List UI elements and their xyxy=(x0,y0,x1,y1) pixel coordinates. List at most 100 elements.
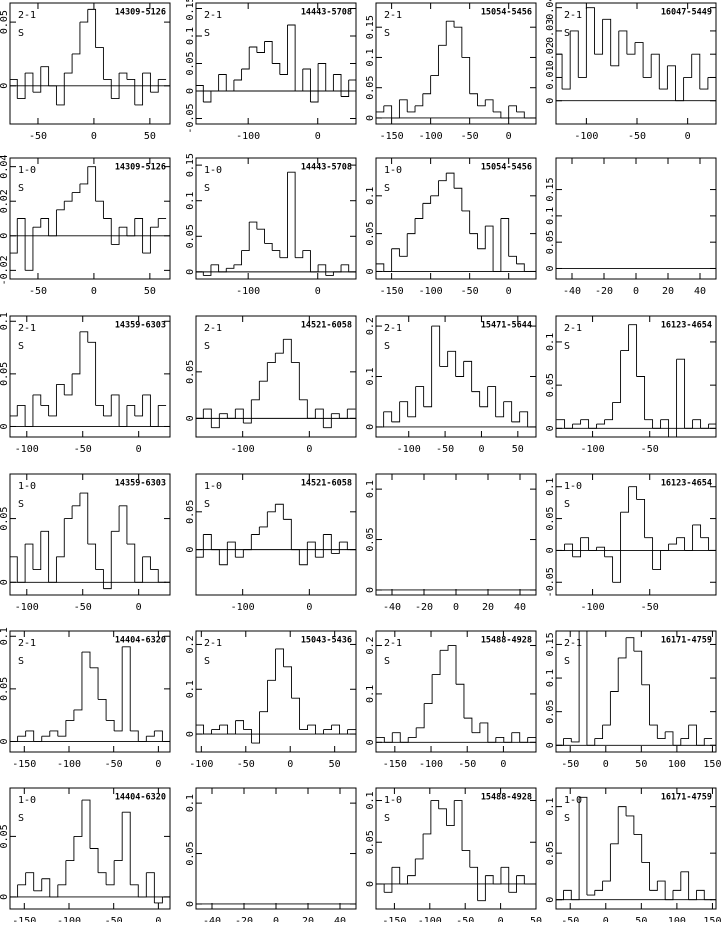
plot-frame xyxy=(195,157,357,280)
y-tick-label: 0.05 xyxy=(185,841,196,865)
x-tick-label: -50 xyxy=(641,444,659,455)
spectrum-step xyxy=(588,424,598,429)
spectrum-step xyxy=(416,703,425,729)
spectrum-step xyxy=(48,209,57,237)
x-tick-label: -150 xyxy=(12,759,36,770)
transition-label: 2-1 xyxy=(204,10,222,21)
spectrum-panel: -100 0 0 0.05 14521-6058 2-1 S xyxy=(185,315,357,455)
spectrum-step xyxy=(111,394,120,427)
y-tick-label: 0 xyxy=(0,423,10,429)
y-tick-label: 0.1 xyxy=(185,27,196,45)
x-tick-label: 0 xyxy=(506,131,512,142)
spectrum-step xyxy=(103,394,112,417)
x-tick-label: -100 xyxy=(236,286,260,297)
spectrum-step xyxy=(376,263,385,272)
spectrum-step xyxy=(633,650,643,685)
spectrum-step xyxy=(196,534,204,558)
spectrum-step xyxy=(415,203,424,219)
spectrum-step xyxy=(210,74,220,92)
transition-label: 2-1 xyxy=(384,638,402,649)
source-name: 16123-4654 xyxy=(661,479,712,489)
source-name: 14443-5708 xyxy=(301,8,352,18)
spectrum-step xyxy=(383,411,393,422)
spectrum-step xyxy=(150,79,159,93)
spectrum-step xyxy=(399,233,408,257)
spectrum-step xyxy=(41,730,51,737)
spectrum-step xyxy=(249,221,258,230)
spectrum-step xyxy=(407,218,416,235)
spectrum-step xyxy=(652,419,662,429)
spectrum-step xyxy=(469,866,479,901)
spectrum-step xyxy=(579,796,588,896)
spectrum-step xyxy=(196,85,204,102)
spectrum-step xyxy=(79,166,89,185)
spectrum-step xyxy=(57,720,67,737)
spectrum-step xyxy=(668,537,678,545)
spectrum-step xyxy=(203,729,213,735)
spectrum-step xyxy=(275,339,284,354)
plot-area xyxy=(10,492,170,590)
x-tick-label: 0 xyxy=(315,131,321,142)
spectrum-step xyxy=(287,171,296,258)
spectrum-step xyxy=(283,518,292,550)
spectrum-step xyxy=(49,730,59,737)
spectrum-step xyxy=(508,875,517,893)
spectrum-step xyxy=(10,884,19,898)
x-tick-label: -100 xyxy=(231,444,255,455)
source-name: 15054-5456 xyxy=(481,8,532,18)
spectrum-step xyxy=(79,331,89,343)
y-tick-label: 0.05 xyxy=(0,10,10,34)
source-name: 15054-5456 xyxy=(481,163,532,173)
y-tick-label: 0.05 xyxy=(185,51,196,75)
x-tick-label: -100 xyxy=(419,759,443,770)
note-label: S xyxy=(384,183,390,194)
spectrum-step xyxy=(235,408,244,424)
y-tick-label: 0.05 xyxy=(545,507,556,531)
note-label: S xyxy=(564,341,570,352)
spectrum-step xyxy=(556,419,566,429)
spectrum-step xyxy=(594,725,604,740)
spectrum-step xyxy=(25,730,35,742)
spectrum-step xyxy=(602,691,611,726)
x-tick-label: -20 xyxy=(595,286,613,297)
spectrum-panel: -50 0 50 0 0.05 14309-5126 2-1 S xyxy=(0,2,171,142)
note-label: S xyxy=(384,813,390,824)
transition-label: 1-0 xyxy=(204,165,222,176)
spectrum-step xyxy=(628,486,638,500)
spectrum-step xyxy=(325,74,334,92)
spectrum-step xyxy=(659,65,668,90)
spectrum-step xyxy=(463,360,473,392)
spectrum-panel: -150 -100 -50 0 50 0 0.05 0.1 15488-4928 1-0 S xyxy=(365,787,542,926)
spectrum-step xyxy=(643,54,652,78)
y-tick-label: 0.1 xyxy=(545,669,556,687)
spectrum-step xyxy=(516,263,525,272)
spectrum-step xyxy=(563,889,572,900)
spectrum-step xyxy=(203,264,212,276)
y-tick-label: 0.1 xyxy=(545,333,556,351)
note-label: S xyxy=(564,499,570,510)
transition-label: 2-1 xyxy=(384,10,402,21)
x-tick-label: -20 xyxy=(235,916,253,922)
plot-area xyxy=(556,7,716,102)
plot-frame xyxy=(555,787,717,910)
x-tick-label: -50 xyxy=(628,131,646,142)
spectrum-step xyxy=(56,518,65,558)
plot-area xyxy=(196,503,356,566)
plot-frame xyxy=(375,787,537,910)
y-tick-label: 0.1 xyxy=(0,627,10,645)
plot-frame xyxy=(9,473,171,596)
y-tick-label: 0.1 xyxy=(545,207,556,225)
spectrum-step xyxy=(672,738,682,746)
spectrum-step xyxy=(477,875,486,902)
note-label: S xyxy=(564,813,570,824)
x-tick-label: 0 xyxy=(603,916,609,922)
spectrum-step xyxy=(636,499,646,538)
x-tick-label: 0 xyxy=(136,444,142,455)
spectrum-step xyxy=(633,834,643,863)
spectrum-step xyxy=(430,45,439,77)
plot-area xyxy=(376,172,536,272)
spectrum-step xyxy=(119,226,128,236)
spectrum-step xyxy=(241,47,250,70)
plot-frame xyxy=(9,315,171,438)
spectrum-step xyxy=(384,732,393,743)
